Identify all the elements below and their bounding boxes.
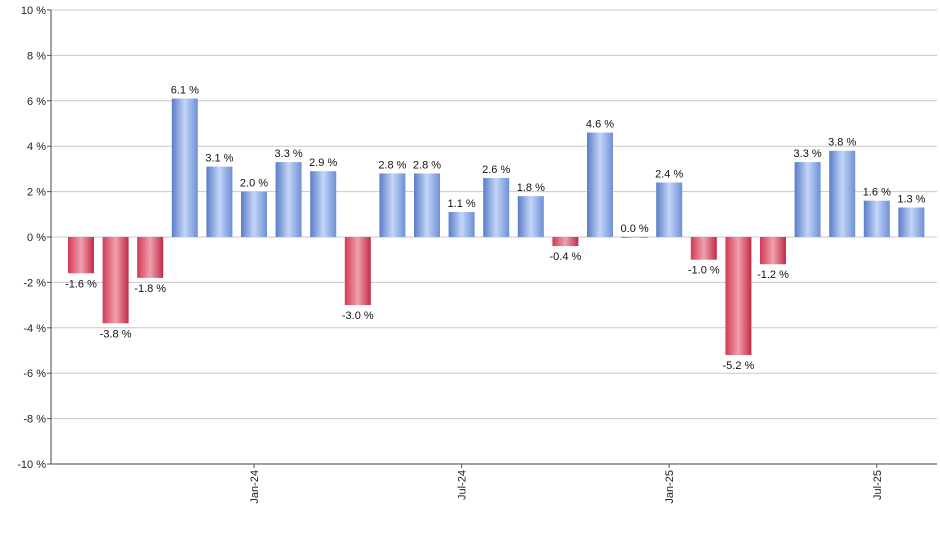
bar — [241, 191, 267, 237]
bar — [725, 237, 752, 356]
bar — [760, 237, 786, 265]
bar — [344, 237, 371, 306]
data-label: 6.1 % — [171, 85, 199, 97]
data-label: -0.4 % — [550, 251, 582, 263]
data-label: -3.0 % — [342, 310, 374, 322]
y-tick-label: 4 % — [27, 141, 46, 153]
data-label: 0.0 % — [621, 223, 649, 235]
data-label: 1.6 % — [863, 187, 891, 199]
y-tick-label: 10 % — [21, 5, 46, 17]
data-label: 3.8 % — [828, 137, 856, 149]
data-label: -1.2 % — [757, 269, 789, 281]
x-tick-label: Jan-25 — [664, 470, 676, 504]
data-label: 2.8 % — [378, 159, 406, 171]
bar — [621, 237, 648, 238]
data-label: 1.1 % — [448, 198, 476, 210]
data-label: 2.6 % — [482, 164, 510, 176]
data-label: 1.8 % — [517, 182, 545, 194]
data-label: 1.3 % — [897, 193, 925, 205]
data-label: 3.1 % — [205, 153, 233, 165]
bar — [68, 237, 94, 274]
y-tick-label: -10 % — [17, 459, 46, 471]
y-tick-label: -8 % — [23, 414, 46, 426]
x-tick-label: Jul-25 — [872, 470, 884, 500]
data-label: 2.0 % — [240, 178, 268, 190]
data-label: -3.8 % — [100, 328, 132, 340]
data-label: 3.3 % — [275, 148, 303, 160]
data-label: -1.6 % — [65, 278, 97, 290]
y-tick-label: -4 % — [23, 323, 46, 335]
bar — [656, 182, 683, 237]
bar — [517, 196, 544, 237]
bar — [448, 212, 475, 237]
bar — [275, 162, 302, 237]
bar — [552, 237, 579, 247]
x-tick-label: Jan-24 — [249, 470, 261, 504]
bar — [863, 200, 890, 237]
y-tick-label: 2 % — [27, 187, 46, 199]
bar — [379, 173, 406, 237]
y-tick-label: -6 % — [23, 368, 46, 380]
data-label: -5.2 % — [723, 360, 755, 372]
bar — [310, 171, 337, 237]
y-tick-label: 0 % — [27, 232, 46, 244]
data-label: -1.8 % — [134, 283, 166, 295]
bar — [483, 177, 510, 237]
data-label: 2.9 % — [309, 157, 337, 169]
bar — [171, 98, 198, 237]
data-label: 3.3 % — [794, 148, 822, 160]
data-label: 4.6 % — [586, 119, 614, 131]
y-tick-label: 8 % — [27, 50, 46, 62]
bar — [829, 150, 856, 237]
bar — [206, 166, 233, 237]
bar — [414, 173, 440, 237]
y-tick-label: -2 % — [23, 277, 46, 289]
bar — [794, 162, 821, 237]
data-label: 2.8 % — [413, 159, 441, 171]
bar — [690, 237, 717, 260]
data-label: 2.4 % — [655, 169, 683, 181]
data-label: -1.0 % — [688, 265, 720, 277]
bar — [898, 207, 925, 237]
y-tick-label: 6 % — [27, 96, 46, 108]
bar — [587, 132, 613, 237]
x-tick-label: Jul-24 — [457, 470, 469, 500]
bar — [102, 237, 129, 324]
bar — [137, 237, 164, 278]
